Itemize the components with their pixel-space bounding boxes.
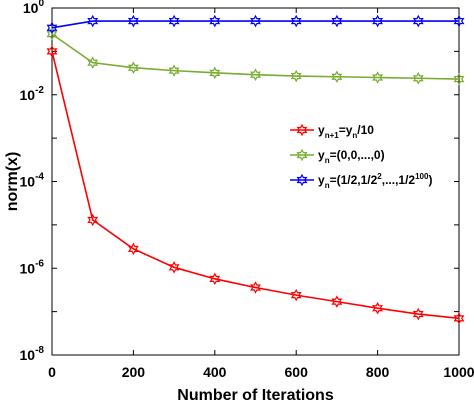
series-blue-point xyxy=(209,14,221,28)
legend-marker xyxy=(296,148,308,162)
series-blue-line xyxy=(51,20,459,29)
legend-label: yn=(0,0,...,0) xyxy=(318,148,385,165)
series-red-point xyxy=(250,281,261,294)
series-red-point xyxy=(331,295,343,308)
legend-marker xyxy=(296,173,308,187)
legend-label: yn+1=yn/10 xyxy=(318,123,374,140)
series-blue-point xyxy=(453,14,465,28)
series-green-point xyxy=(209,66,221,80)
x-tick-label: 400 xyxy=(203,364,227,380)
legend: yn+1=yn/10 yn=(0,0,...,0) yn=(1/2,1/22,...… xyxy=(290,123,432,190)
series-green-point xyxy=(372,71,384,84)
y-tick-label: 10-2 xyxy=(20,85,45,103)
series-blue-point xyxy=(372,14,384,28)
x-tick-label: 600 xyxy=(285,364,309,380)
legend-label: yn=(1/2,1/22,...,1/2100) xyxy=(318,172,432,190)
series-red-point xyxy=(372,301,384,315)
series-green-point xyxy=(412,71,424,85)
legend-marker xyxy=(296,123,308,137)
series-blue-point xyxy=(331,14,343,28)
y-tick-label: 10-8 xyxy=(20,345,45,363)
series-green xyxy=(46,27,465,86)
series-blue-point xyxy=(290,14,302,28)
y-axis-label: norm(x) xyxy=(4,152,21,212)
series-red-point xyxy=(209,272,221,286)
x-axis-label: Number of Iterations xyxy=(177,387,334,404)
y-tick-label: 100 xyxy=(23,0,45,16)
series-red-point xyxy=(290,288,302,302)
series-red xyxy=(46,45,465,325)
series-blue-point xyxy=(87,14,99,28)
series-red-point xyxy=(87,213,99,227)
x-tick-label: 1000 xyxy=(443,364,474,380)
series-green-point xyxy=(453,72,465,86)
series-green-point xyxy=(290,69,302,83)
series-red-point xyxy=(453,312,465,325)
series-red-point xyxy=(127,242,139,256)
series-blue-point xyxy=(250,14,261,28)
series-green-point xyxy=(168,64,180,77)
y-tick-label: 10-6 xyxy=(20,258,45,276)
series-blue-point xyxy=(127,14,139,28)
series-blue xyxy=(46,14,465,35)
series-green-point xyxy=(87,56,99,69)
series-blue-point xyxy=(46,21,58,35)
series-red-point xyxy=(412,307,424,321)
series-green-point xyxy=(127,61,139,75)
series-green-point xyxy=(331,70,343,84)
legend-item: yn=(1/2,1/22,...,1/2100) xyxy=(290,172,432,190)
series-red-point xyxy=(168,261,180,274)
x-axis: 0 200 400 600 800 1000 xyxy=(48,8,474,380)
series-blue-point xyxy=(168,14,180,28)
series-red-line xyxy=(51,51,460,320)
series-green-point xyxy=(250,68,261,81)
y-tick-label: 10-4 xyxy=(20,172,45,190)
series-blue-point xyxy=(412,14,424,28)
series-green-point xyxy=(46,27,58,41)
x-tick-label: 200 xyxy=(122,364,146,380)
series-layer xyxy=(46,14,465,325)
x-tick-label: 800 xyxy=(366,364,390,380)
legend-item: yn=(0,0,...,0) xyxy=(290,148,385,165)
series-red-point xyxy=(46,45,58,58)
series-green-line xyxy=(51,33,460,80)
x-tick-label: 0 xyxy=(48,364,56,380)
y-axis: 10-8 10-6 10-4 10-2 100 xyxy=(20,0,459,363)
legend-item: yn+1=yn/10 xyxy=(290,123,374,140)
